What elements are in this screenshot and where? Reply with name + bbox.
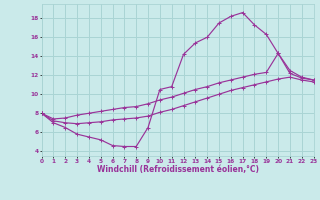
X-axis label: Windchill (Refroidissement éolien,°C): Windchill (Refroidissement éolien,°C) [97,165,259,174]
